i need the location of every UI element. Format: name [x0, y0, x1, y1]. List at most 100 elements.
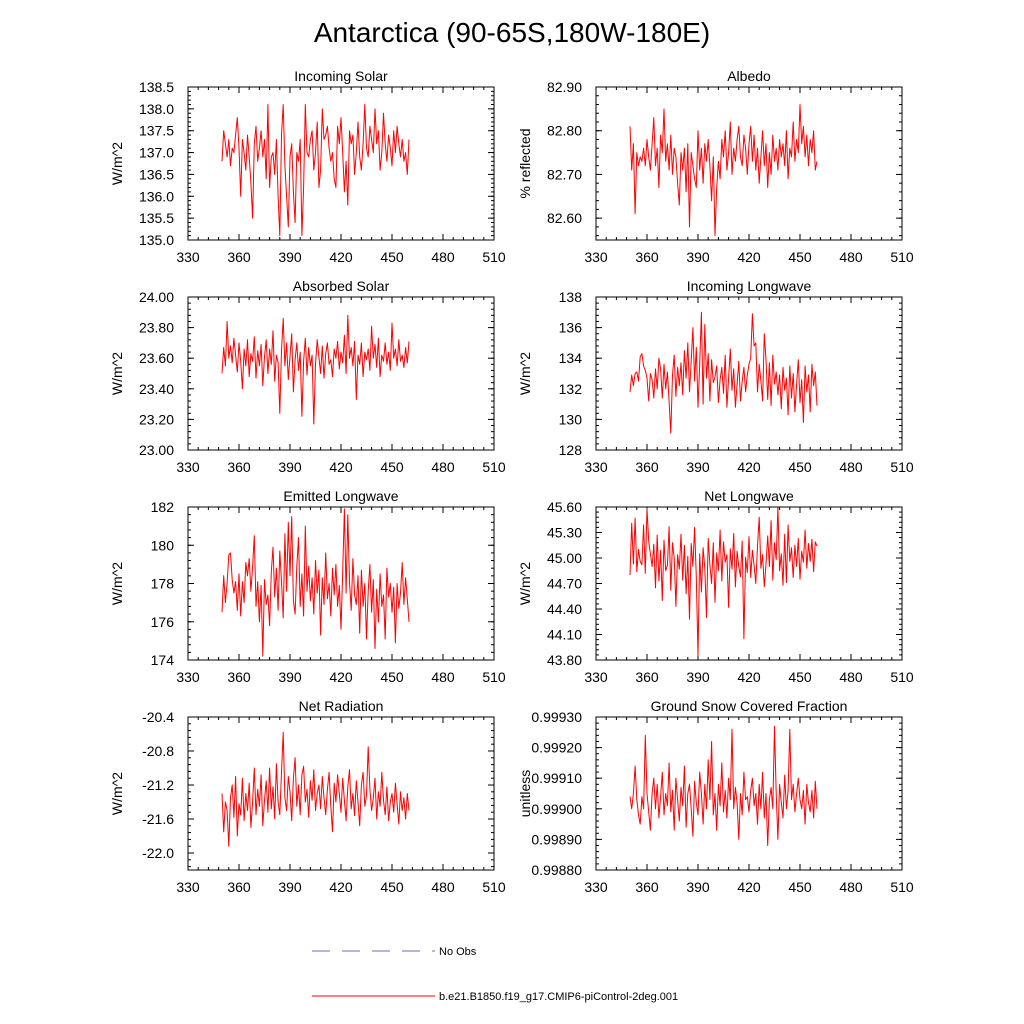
y-axis-label: W/m^2	[109, 772, 125, 815]
y-tick-label: 178	[151, 576, 175, 592]
x-tick-label: 510	[890, 879, 914, 895]
y-tick-label: 0.99930	[531, 709, 582, 725]
panel-title: Incoming Solar	[294, 68, 388, 84]
series-line	[629, 104, 818, 237]
y-tick-label: 44.70	[547, 576, 582, 592]
x-tick-label: 420	[329, 459, 353, 475]
x-tick-label: 360	[635, 459, 659, 475]
y-tick-label: 138	[559, 289, 583, 305]
y-tick-label: 137.0	[139, 145, 174, 161]
panel-title: Net Longwave	[704, 488, 794, 504]
x-tick-label: 480	[839, 879, 863, 895]
x-tick-label: 390	[686, 459, 710, 475]
series-line	[629, 725, 818, 846]
x-tick-label: 360	[227, 459, 251, 475]
y-tick-label: 135.0	[139, 232, 174, 248]
x-tick-label: 330	[176, 459, 200, 475]
y-tick-label: 44.10	[547, 627, 582, 643]
panel-title: Emitted Longwave	[283, 488, 398, 504]
x-tick-label: 510	[890, 669, 914, 685]
y-tick-label: 0.99900	[531, 801, 582, 817]
y-tick-label: 137.5	[139, 123, 174, 139]
panel-2: Albedo % reflected 330 360 390 420 450 480 510 82…	[517, 68, 914, 265]
x-tick-label: 330	[176, 669, 200, 685]
y-tick-label: 23.60	[139, 350, 174, 366]
y-tick-label: 176	[151, 614, 175, 630]
x-tick-label: 330	[176, 879, 200, 895]
figure-title: Antarctica (90-65S,180W-180E)	[314, 17, 710, 48]
x-tick-label: 330	[584, 249, 608, 265]
y-tick-label: 132	[559, 381, 583, 397]
x-tick-label: 510	[482, 669, 506, 685]
x-tick-label: 360	[227, 249, 251, 265]
x-tick-label: 360	[635, 879, 659, 895]
x-tick-label: 330	[584, 459, 608, 475]
x-tick-label: 390	[686, 879, 710, 895]
legend-model-label: b.e21.B1850.f19_g17.CMIP6-piControl-2deg…	[439, 991, 678, 1003]
x-tick-label: 360	[635, 249, 659, 265]
x-tick-label: 480	[431, 459, 455, 475]
plot-frame	[187, 716, 495, 871]
y-axis-label: W/m^2	[517, 352, 533, 395]
y-tick-label: 136	[559, 320, 583, 336]
y-tick-label: 45.60	[547, 499, 582, 515]
series-line	[221, 314, 410, 425]
y-tick-label: 24.00	[139, 289, 174, 305]
panel-title: Albedo	[727, 68, 771, 84]
x-tick-label: 420	[329, 249, 353, 265]
panel-title: Incoming Longwave	[687, 278, 812, 294]
y-tick-label: 23.00	[139, 442, 174, 458]
x-tick-label: 360	[635, 669, 659, 685]
panel-6: Net Longwave W/m^2 330 360 390 420 450 480 510 43…	[517, 488, 914, 685]
panel-1: Incoming Solar W/m^2 330 360 390 420 450 480 510…	[109, 68, 506, 265]
y-tick-label: 128	[559, 442, 583, 458]
x-tick-label: 480	[431, 879, 455, 895]
x-tick-label: 450	[788, 459, 812, 475]
x-tick-label: 480	[839, 459, 863, 475]
x-tick-label: 480	[431, 249, 455, 265]
y-tick-label: 138.5	[139, 79, 174, 95]
series-line	[629, 506, 818, 657]
y-tick-label: 23.80	[139, 320, 174, 336]
y-axis-label: W/m^2	[109, 142, 125, 185]
y-tick-label: 82.60	[547, 210, 582, 226]
x-tick-label: 450	[380, 459, 404, 475]
x-tick-label: 390	[278, 459, 302, 475]
x-tick-label: 390	[686, 249, 710, 265]
panel-title: Ground Snow Covered Fraction	[651, 698, 848, 714]
y-tick-label: -21.2	[142, 777, 174, 793]
y-tick-label: 174	[151, 652, 175, 668]
y-tick-label: -20.4	[142, 709, 174, 725]
x-tick-label: 510	[482, 459, 506, 475]
plot-frame	[187, 296, 495, 451]
x-tick-label: 390	[278, 249, 302, 265]
x-tick-label: 420	[329, 669, 353, 685]
y-tick-label: 0.99920	[531, 740, 582, 756]
y-tick-label: 23.40	[139, 381, 174, 397]
y-tick-label: 45.30	[547, 525, 582, 541]
y-tick-label: 45.00	[547, 550, 582, 566]
y-axis-label: unitless	[517, 770, 533, 817]
panel-grid: Incoming Solar W/m^2 330 360 390 420 450 480 510…	[109, 68, 914, 895]
y-tick-label: 182	[151, 499, 175, 515]
y-axis-label: W/m^2	[517, 562, 533, 605]
panel-title: Net Radiation	[299, 698, 384, 714]
x-tick-label: 330	[584, 669, 608, 685]
y-tick-label: 43.80	[547, 652, 582, 668]
y-tick-label: 138.0	[139, 101, 174, 117]
x-tick-label: 510	[482, 879, 506, 895]
x-tick-label: 420	[737, 669, 761, 685]
x-tick-label: 510	[890, 249, 914, 265]
x-tick-label: 420	[737, 459, 761, 475]
series-line	[221, 731, 410, 847]
panel-5: Emitted Longwave W/m^2 330 360 390 420 450 480 5…	[109, 488, 506, 685]
panel-3: Absorbed Solar W/m^2 330 360 390 420 450 480 510…	[109, 278, 506, 475]
y-tick-label: 180	[151, 537, 175, 553]
x-tick-label: 420	[737, 879, 761, 895]
y-tick-label: 136.0	[139, 188, 174, 204]
y-tick-label: -22.0	[142, 845, 174, 861]
y-tick-label: 82.80	[547, 123, 582, 139]
y-tick-label: 130	[559, 411, 583, 427]
plot-frame	[595, 506, 903, 661]
